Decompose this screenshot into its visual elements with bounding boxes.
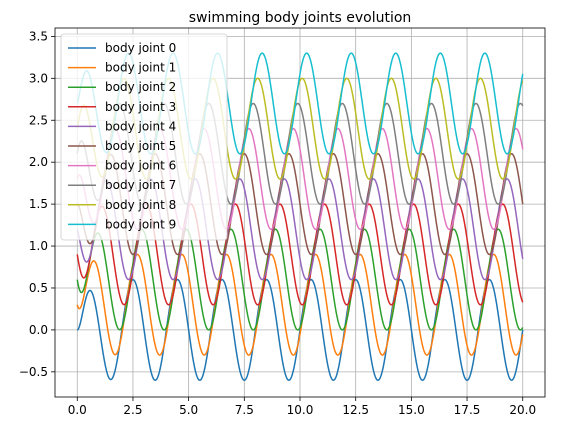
legend-label: body joint 3 [105, 100, 176, 114]
legend-label: body joint 0 [105, 41, 176, 55]
legend-label: body joint 7 [105, 178, 176, 192]
y-tick-label: 1.0 [29, 239, 48, 253]
legend-label: body joint 9 [105, 217, 176, 231]
x-tick-label: 7.5 [235, 403, 254, 417]
series-line-1 [76, 253, 524, 356]
legend-label: body joint 2 [105, 80, 176, 94]
legend-label: body joint 8 [105, 198, 176, 212]
y-tick-label: 0.0 [29, 323, 48, 337]
legend-label: body joint 5 [105, 139, 176, 153]
x-tick-label: 17.5 [454, 403, 481, 417]
y-tick-label: 3.5 [29, 29, 48, 43]
y-tick-label: 2.5 [29, 113, 48, 127]
x-tick-label: 0.0 [68, 403, 87, 417]
legend-box [60, 33, 228, 241]
x-tick-label: 12.5 [342, 403, 369, 417]
y-tick-label: 0.5 [29, 281, 48, 295]
x-tick-label: 20.0 [509, 403, 536, 417]
y-tick-label: 2.0 [29, 155, 48, 169]
y-tick-label: 1.5 [29, 197, 48, 211]
ticks: 0.0 2.5 5.0 7.5 10.0 12.5 15.0 17.5 20.0 −0.5 0.0 0… [19, 29, 536, 417]
y-tick-label: 3.0 [29, 71, 48, 85]
chart-title: swimming body joints evolution [189, 10, 412, 26]
legend-label: body joint 1 [105, 61, 176, 75]
y-tick-label: −0.5 [19, 365, 48, 379]
x-tick-label: 10.0 [287, 403, 314, 417]
legend-label: body joint 6 [105, 159, 176, 173]
legend: body joint 0 body joint 1 body joint 2 body… [60, 33, 228, 241]
x-tick-label: 2.5 [123, 403, 142, 417]
x-tick-label: 15.0 [398, 403, 425, 417]
x-tick-label: 5.0 [179, 403, 198, 417]
legend-label: body joint 4 [105, 119, 176, 133]
